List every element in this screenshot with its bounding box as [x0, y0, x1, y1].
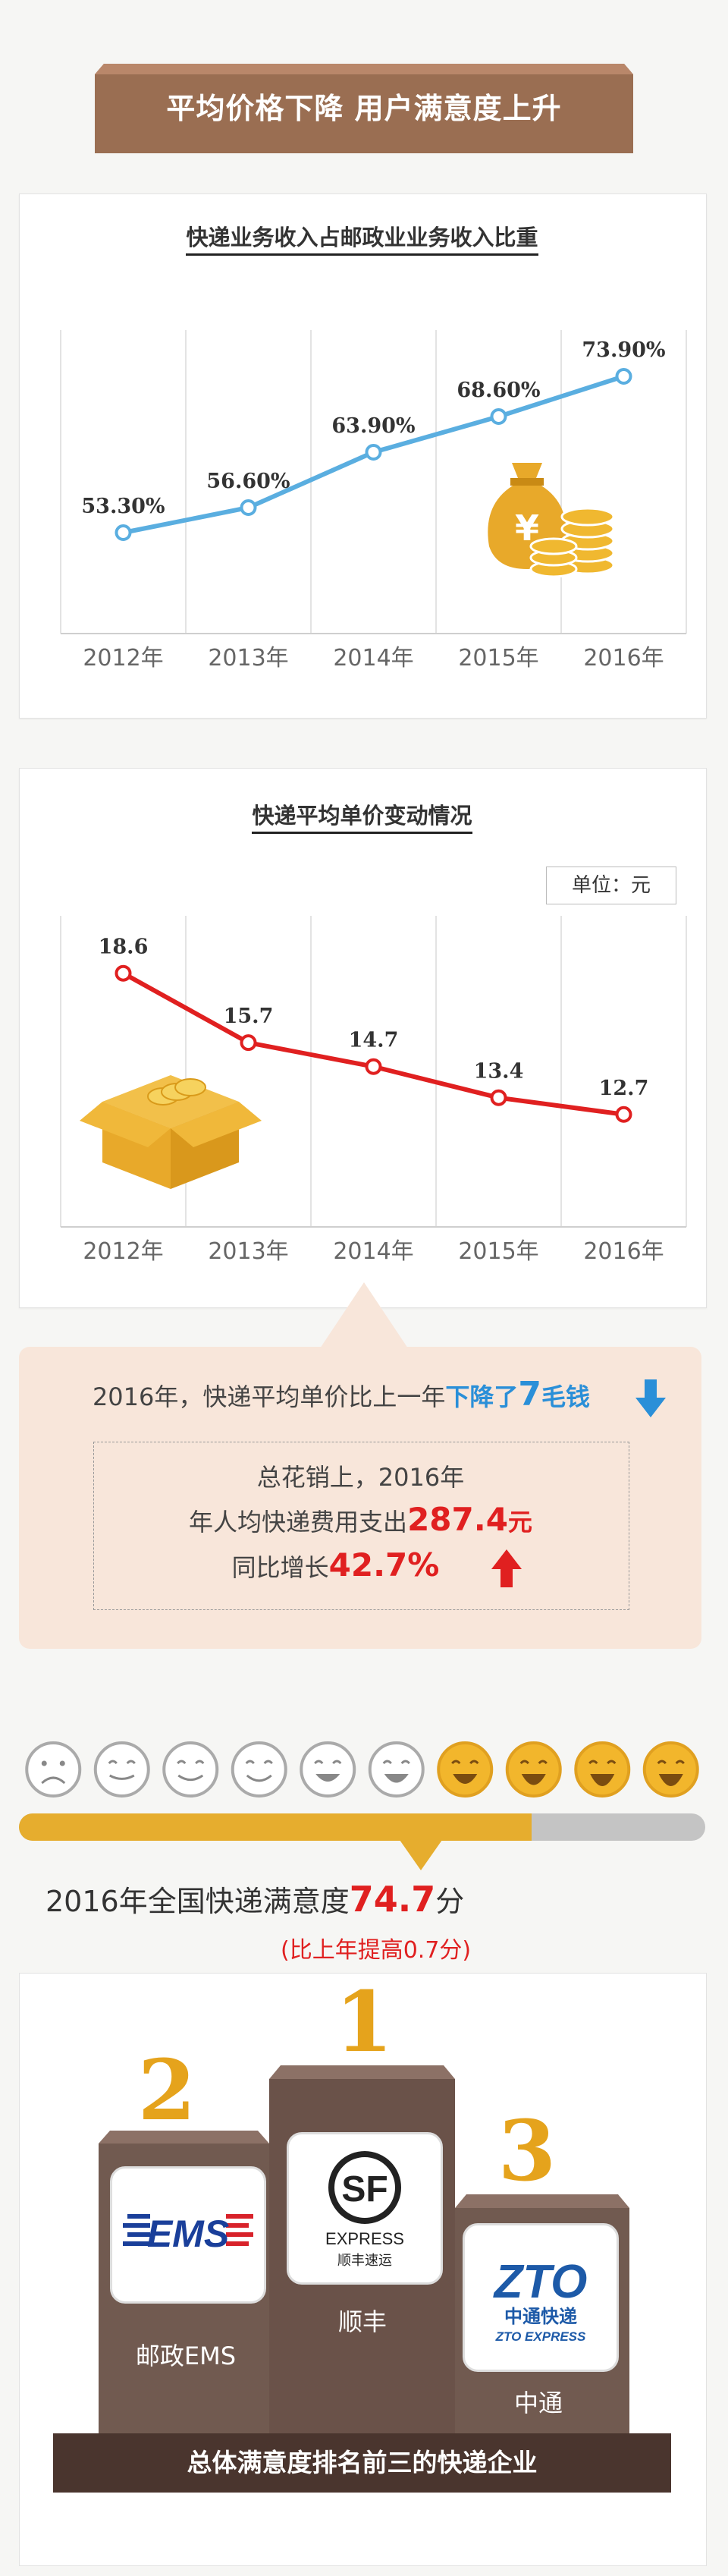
x-tick-label: 2016年: [583, 1238, 664, 1265]
data-point: [490, 408, 507, 425]
x-tick-label: 2012年: [83, 1238, 163, 1265]
data-label: 13.4: [474, 1060, 524, 1084]
ems-logo-icon: EMS: [123, 2213, 253, 2255]
info-box: [19, 1347, 701, 1649]
info-line-1-number: 7: [518, 1375, 542, 1414]
data-label: 12.7: [599, 1077, 649, 1100]
x-tick-label: 2015年: [458, 1238, 538, 1265]
info-line-1: 2016年，快递平均单价比上一年下降了7毛钱: [19, 1375, 664, 1414]
data-point: [615, 368, 632, 385]
annual-spend-unit: 元: [507, 1508, 532, 1536]
data-label: 56.60%: [206, 470, 290, 493]
info-line-1-suffix: 毛钱: [541, 1382, 591, 1411]
x-tick-label: 2013年: [208, 1238, 288, 1265]
satisfaction-score-unit: 分: [435, 1885, 465, 1918]
x-tick-label: 2013年: [208, 645, 288, 672]
svg-text:SF: SF: [341, 2169, 388, 2210]
info-pointer: [318, 1282, 410, 1351]
data-point: [365, 1058, 382, 1075]
x-tick-label: 2012年: [83, 645, 163, 672]
zto-logo-text: ZTO: [493, 2256, 588, 2308]
x-tick-label: 2016年: [583, 645, 664, 672]
score-pointer: [400, 1840, 442, 1870]
sf-logo: SF EXPRESS 顺丰速运: [287, 2132, 443, 2285]
chart1-title: 快递业务收入占邮政业业务收入比重: [19, 220, 705, 256]
up-arrow-icon: [491, 1549, 522, 1587]
data-label: 53.30%: [81, 495, 165, 518]
ems-logo: EMS: [110, 2166, 266, 2304]
info-inner-line-1: 总花销上，2016年: [256, 1463, 465, 1492]
satisfaction-face-icon: [93, 1741, 150, 1798]
data-label: 63.90%: [331, 414, 415, 438]
data-point: [115, 964, 132, 982]
info-inner-line-2: 年人均快递费用支出287.4元: [93, 1501, 628, 1538]
company-zto: 中通: [513, 2389, 563, 2417]
info-inner-line-3: 同比增长42.7%: [68, 1546, 603, 1584]
zto-logo: ZTO 中通快递 ZTO EXPRESS: [463, 2223, 619, 2372]
unit-price-line-chart: 18.6 2012年 15.7 2013年 14.7 2014年 13.4 2015年 12.7…: [60, 916, 687, 1265]
rank-1-number: 1: [334, 1973, 394, 2071]
zto-logo-icon: ZTO 中通快递 ZTO EXPRESS: [493, 2256, 588, 2344]
satisfaction-faces: [25, 1741, 699, 1798]
chart2-title-text: 快递平均单价变动情况: [252, 803, 472, 834]
down-arrow-icon: [635, 1379, 666, 1417]
podium-caption: 总体满意度排名前三的快递企业: [53, 2433, 671, 2493]
growth-number: 42.7%: [328, 1546, 440, 1584]
data-label: 15.7: [224, 1005, 274, 1028]
data-point: [490, 1089, 507, 1106]
satisfaction-score-line: 2016年全国快递满意度74.7分: [46, 1878, 464, 1920]
x-tick-label: 2015年: [458, 645, 538, 672]
annual-spend-number: 287.4: [407, 1501, 508, 1538]
data-point: [365, 444, 382, 461]
satisfaction-face-icon: [574, 1741, 631, 1798]
box-of-coins-icon: [80, 1075, 262, 1189]
unit-label: 单位：元: [546, 867, 676, 904]
company-sf: 顺丰: [337, 2307, 387, 2336]
header-banner: [95, 64, 633, 153]
x-tick-label: 2014年: [333, 1238, 413, 1265]
company-ems: 邮政EMS: [135, 2342, 237, 2370]
satisfaction-score: 74.7: [349, 1879, 436, 1920]
money-bag-icon: ¥: [488, 463, 615, 578]
sf-logo-text: EXPRESS: [325, 2229, 404, 2248]
satisfaction-change: (比上年提高0.7分): [281, 1937, 472, 1964]
satisfaction-face-icon: [300, 1741, 356, 1798]
info-line-1-highlight: 下降了: [445, 1382, 519, 1411]
ems-logo-text: EMS: [147, 2213, 229, 2255]
satisfaction-face-icon: [437, 1741, 494, 1798]
sf-logo-icon: SF EXPRESS 顺丰速运: [325, 2151, 404, 2269]
sf-logo-subtext: 顺丰速运: [337, 2253, 392, 2269]
zto-logo-subtext-cn: 中通快递: [504, 2306, 577, 2327]
satisfaction-score-prefix: 2016年全国快递满意度: [46, 1885, 350, 1918]
satisfaction-face-icon: [505, 1741, 562, 1798]
zto-logo-subtext-en: ZTO EXPRESS: [495, 2329, 586, 2344]
x-tick-label: 2014年: [333, 645, 413, 672]
satisfaction-face-icon: [642, 1741, 699, 1798]
data-label: 73.90%: [582, 338, 665, 362]
data-point: [240, 1034, 257, 1052]
info-inner-box: [93, 1442, 629, 1610]
chart1-title-text: 快递业务收入占邮政业业务收入比重: [186, 225, 538, 256]
info-line-1-prefix: 2016年，快递平均单价比上一年: [92, 1382, 446, 1411]
data-label: 18.6: [99, 936, 149, 959]
satisfaction-bar: [19, 1813, 705, 1841]
satisfaction-bar-fill: [19, 1813, 532, 1841]
rank-2-number: 2: [137, 2041, 196, 2139]
revenue-share-line-chart: 53.30% 2012年 56.60% 2013年 63.90% 2014年 68.60% 2…: [60, 330, 687, 672]
data-label: 14.7: [349, 1029, 399, 1052]
page-title: 平均价格下降 用户满意度上升: [166, 92, 562, 125]
satisfaction-face-icon: [231, 1741, 287, 1798]
satisfaction-face-icon: [162, 1741, 219, 1798]
chart2-title: 快递平均单价变动情况: [19, 798, 705, 834]
data-point: [115, 524, 132, 541]
satisfaction-face-icon: [368, 1741, 425, 1798]
satisfaction-face-icon: [25, 1741, 82, 1798]
info-inner-line-2-prefix: 年人均快递费用支出: [189, 1508, 408, 1536]
unit-price-chart-card: [19, 768, 707, 1308]
data-label: 68.60%: [457, 379, 540, 402]
data-point: [240, 499, 257, 516]
info-inner-line-3-prefix: 同比增长: [231, 1553, 329, 1582]
data-point: [615, 1106, 632, 1123]
rank-3-number: 3: [497, 2102, 557, 2200]
